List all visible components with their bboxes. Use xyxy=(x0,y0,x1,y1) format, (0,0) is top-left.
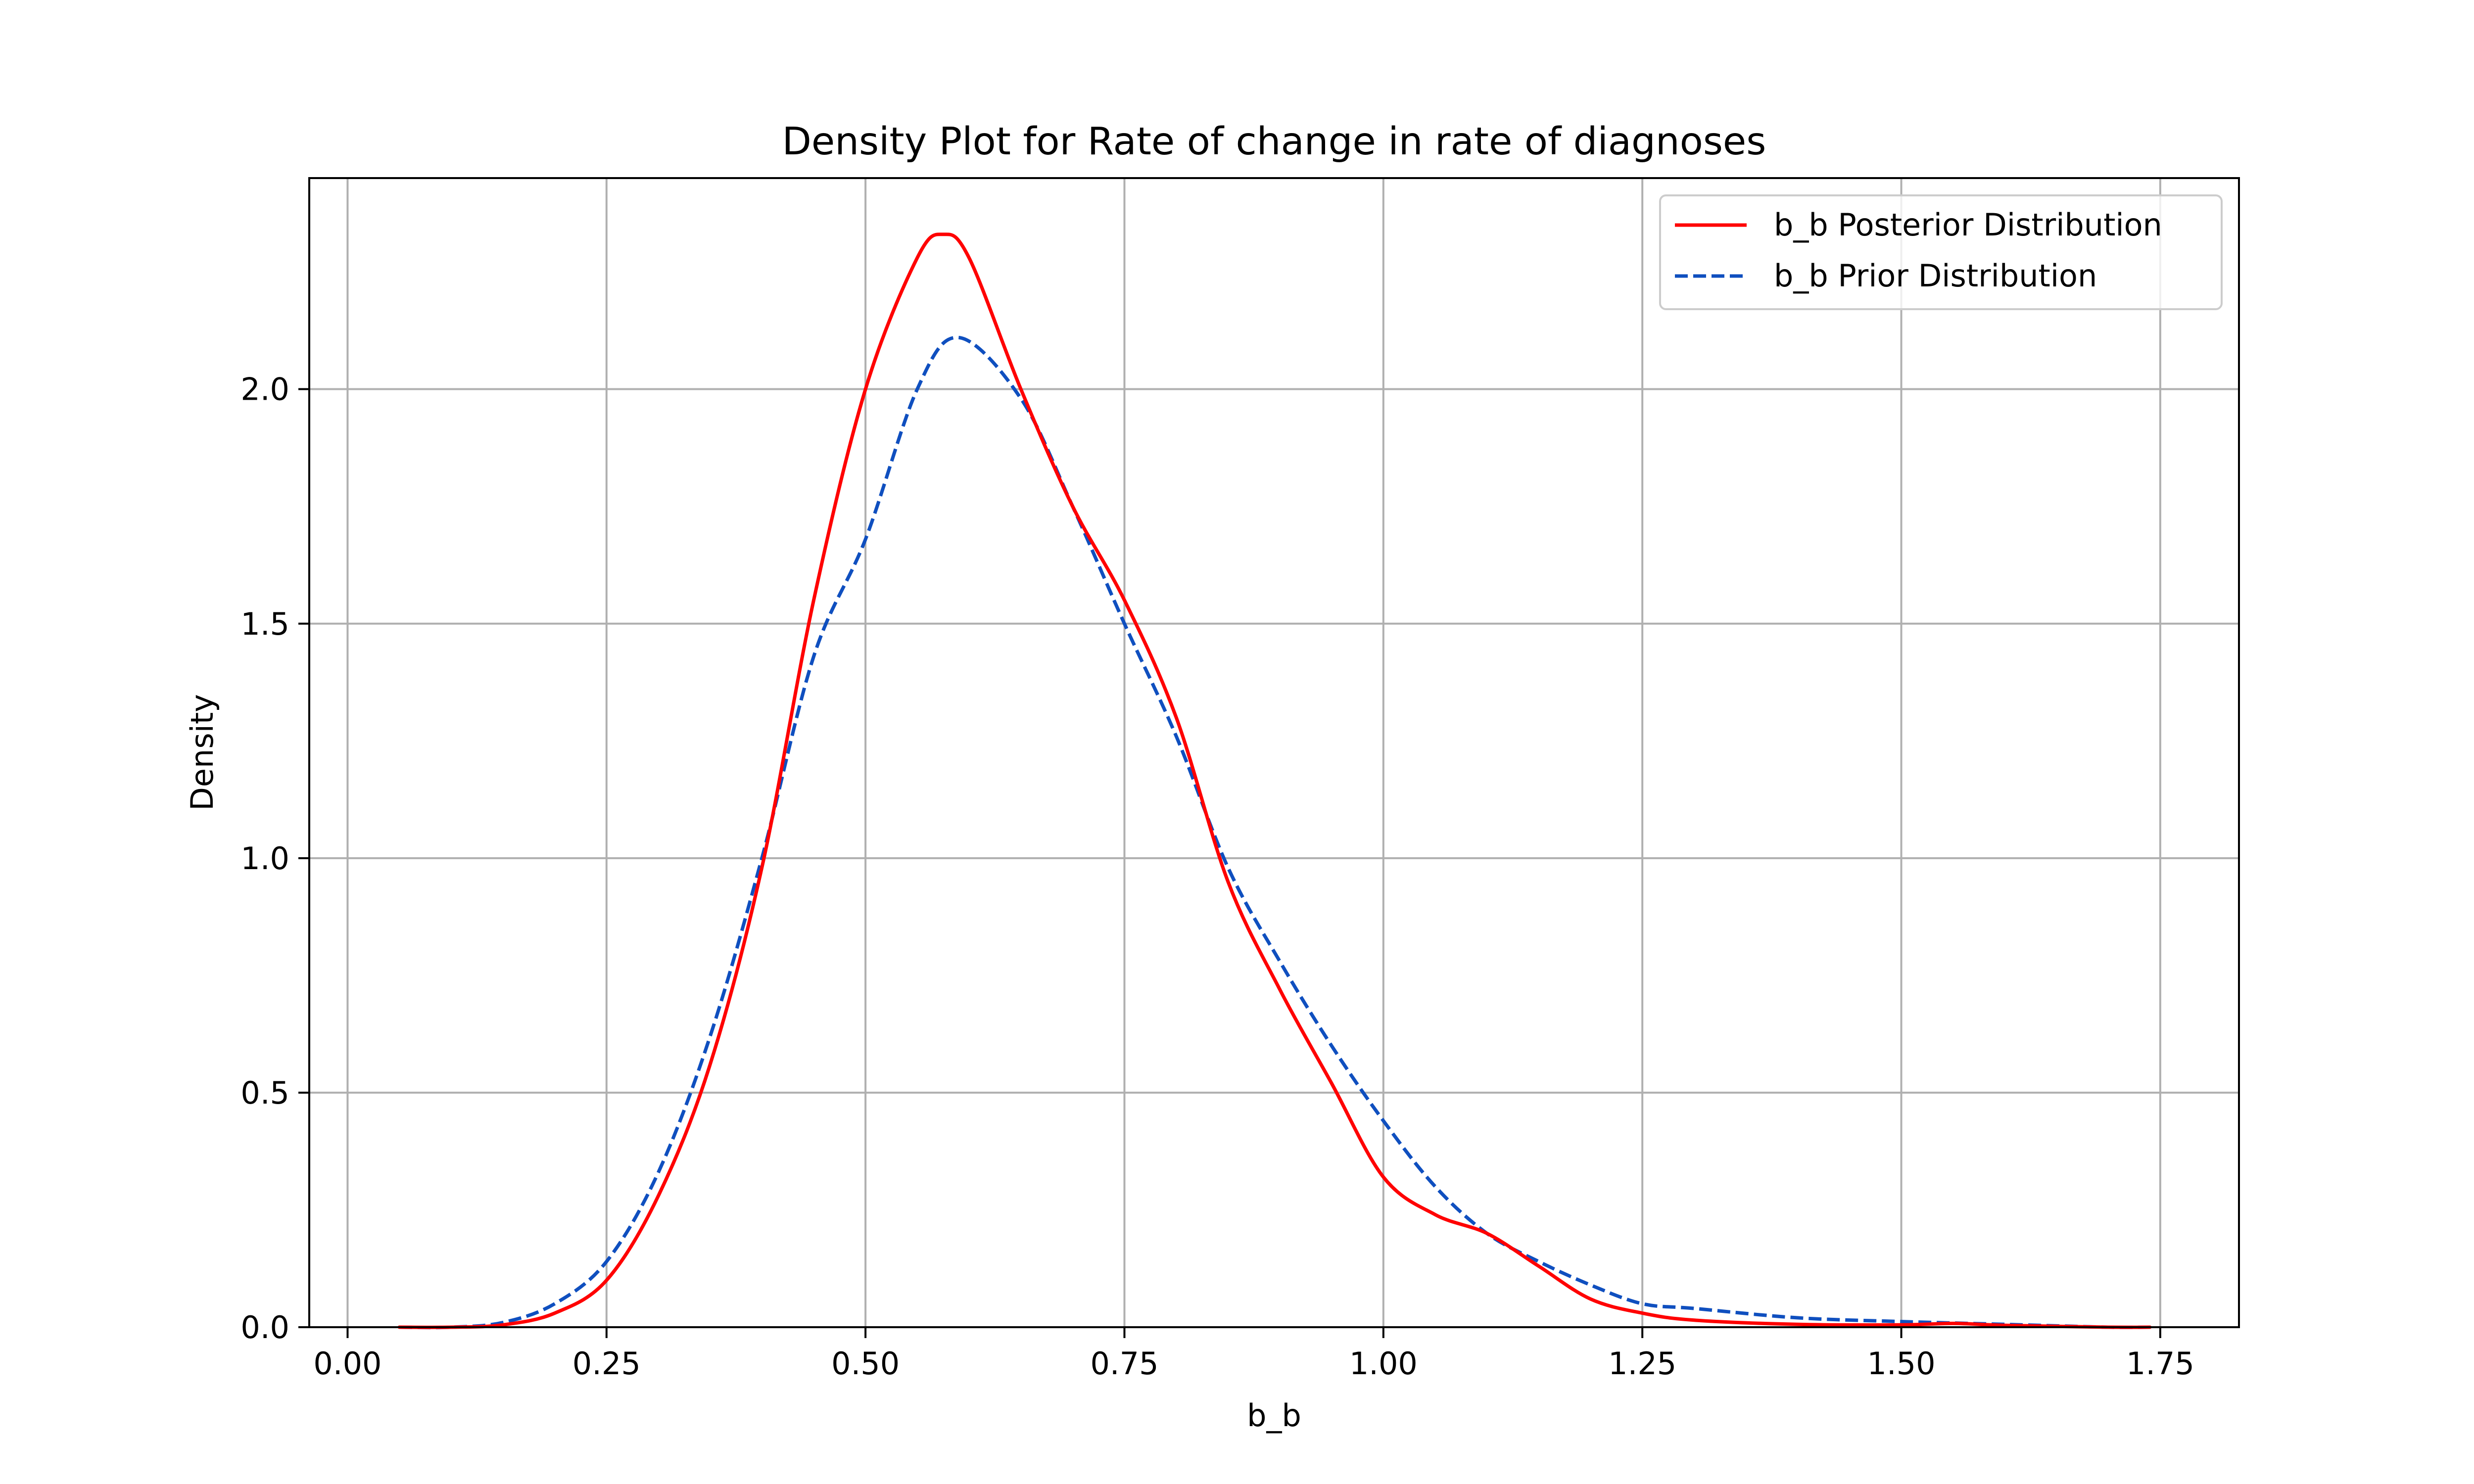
legend: b_b Posterior Distribution b_b Prior Dis… xyxy=(1659,194,2223,310)
x-tick-label: 1.00 xyxy=(1349,1345,1418,1382)
x-axis-label: b_b xyxy=(1247,1397,1301,1434)
legend-label-posterior: b_b Posterior Distribution xyxy=(1774,207,2162,243)
y-axis-label: Density xyxy=(184,694,220,811)
x-tick-label: 0.75 xyxy=(1090,1345,1158,1382)
plot-frame xyxy=(308,177,2240,1328)
x-tick-label: 1.50 xyxy=(1867,1345,1936,1382)
series-layer xyxy=(397,232,2152,1330)
legend-label-prior: b_b Prior Distribution xyxy=(1774,258,2097,294)
y-tick-label: 1.5 xyxy=(240,606,289,642)
x-axis: 0.00 0.25 0.50 0.75 1.00 1.25 1.50 1.75 xyxy=(313,1327,2194,1382)
x-tick-label: 0.50 xyxy=(831,1345,900,1382)
y-tick-label: 2.0 xyxy=(240,371,289,408)
series-line-posterior xyxy=(397,232,2152,1329)
legend-box xyxy=(1659,194,2223,310)
y-tick-label: 0.5 xyxy=(240,1075,289,1111)
x-tick-label: 0.00 xyxy=(313,1345,381,1382)
series-line-prior xyxy=(399,335,2150,1330)
chart-title: Density Plot for Rate of change in rate … xyxy=(782,120,1766,164)
y-tick-label: 1.0 xyxy=(240,840,289,877)
x-tick-label: 1.25 xyxy=(1608,1345,1676,1382)
x-tick-label: 0.25 xyxy=(572,1345,641,1382)
y-axis: 0.0 0.5 1.0 1.5 2.0 xyxy=(240,371,309,1345)
y-tick-label: 0.0 xyxy=(240,1309,289,1345)
x-tick-label: 1.75 xyxy=(2126,1345,2194,1382)
